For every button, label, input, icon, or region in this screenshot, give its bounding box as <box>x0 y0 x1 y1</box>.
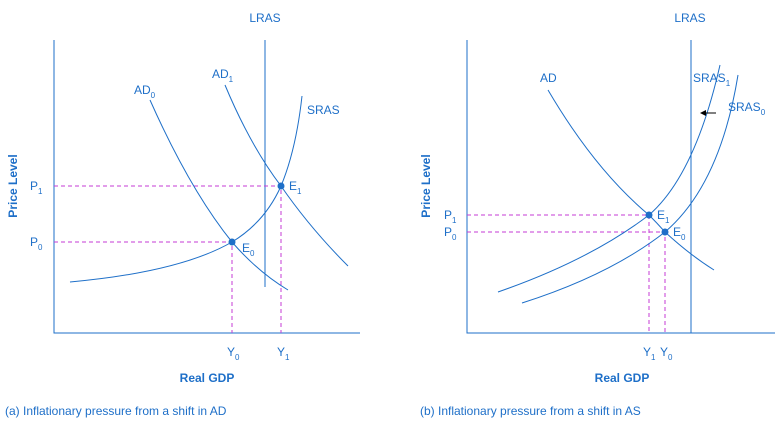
axes <box>53 40 360 334</box>
price-label: P0 <box>444 225 457 242</box>
output-label: Y0 <box>227 345 240 362</box>
ad-curve <box>547 89 715 271</box>
curve-label: LRAS <box>249 11 280 25</box>
point-label: E0 <box>242 241 255 258</box>
y-axis-label: Price Level <box>419 154 433 217</box>
curve-label: AD1 <box>212 67 234 84</box>
curve-label: LRAS <box>674 11 705 25</box>
curve-label: SRAS0 <box>728 100 766 117</box>
caption: (a) Inflationary pressure from a shift i… <box>5 404 227 418</box>
curve-label: SRAS1 <box>693 71 731 88</box>
ad0-curve <box>149 99 289 291</box>
x-axis-label: Real GDP <box>595 371 650 385</box>
sras0-curve <box>521 74 739 304</box>
guide-lines <box>467 214 666 333</box>
sras-curve <box>69 95 303 283</box>
sras1-curve <box>497 64 721 293</box>
price-label: P1 <box>444 208 457 225</box>
shift-arrowhead <box>700 110 706 116</box>
panel-a: LRAS AD0 AD1 SRAS E0 E1 P1 P0 Y0 Y1 Real… <box>5 11 360 418</box>
curve-label: AD <box>540 71 557 85</box>
output-label: Y1 <box>277 345 290 362</box>
guide-lines <box>54 185 282 333</box>
curve-label: AD0 <box>134 83 156 100</box>
y-axis-label: Price Level <box>6 154 20 217</box>
point-label: E0 <box>673 225 686 242</box>
equilibrium-point <box>277 182 285 190</box>
point-label: E1 <box>289 179 302 196</box>
point-label: E1 <box>657 208 670 225</box>
equilibrium-point <box>228 238 236 246</box>
panel-b: LRAS AD SRAS1 SRAS0 E1 E0 P1 P0 Y1 Y0 Re… <box>419 11 775 418</box>
equilibrium-point <box>661 228 669 236</box>
caption: (b) Inflationary pressure from a shift i… <box>420 404 641 418</box>
output-label: Y1 <box>643 345 656 362</box>
curve-label: SRAS <box>307 103 340 117</box>
x-axis-label: Real GDP <box>180 371 235 385</box>
price-label: P0 <box>30 235 43 252</box>
axes <box>466 40 775 334</box>
equilibrium-point <box>645 211 653 219</box>
output-label: Y0 <box>660 345 673 362</box>
price-label: P1 <box>30 179 43 196</box>
